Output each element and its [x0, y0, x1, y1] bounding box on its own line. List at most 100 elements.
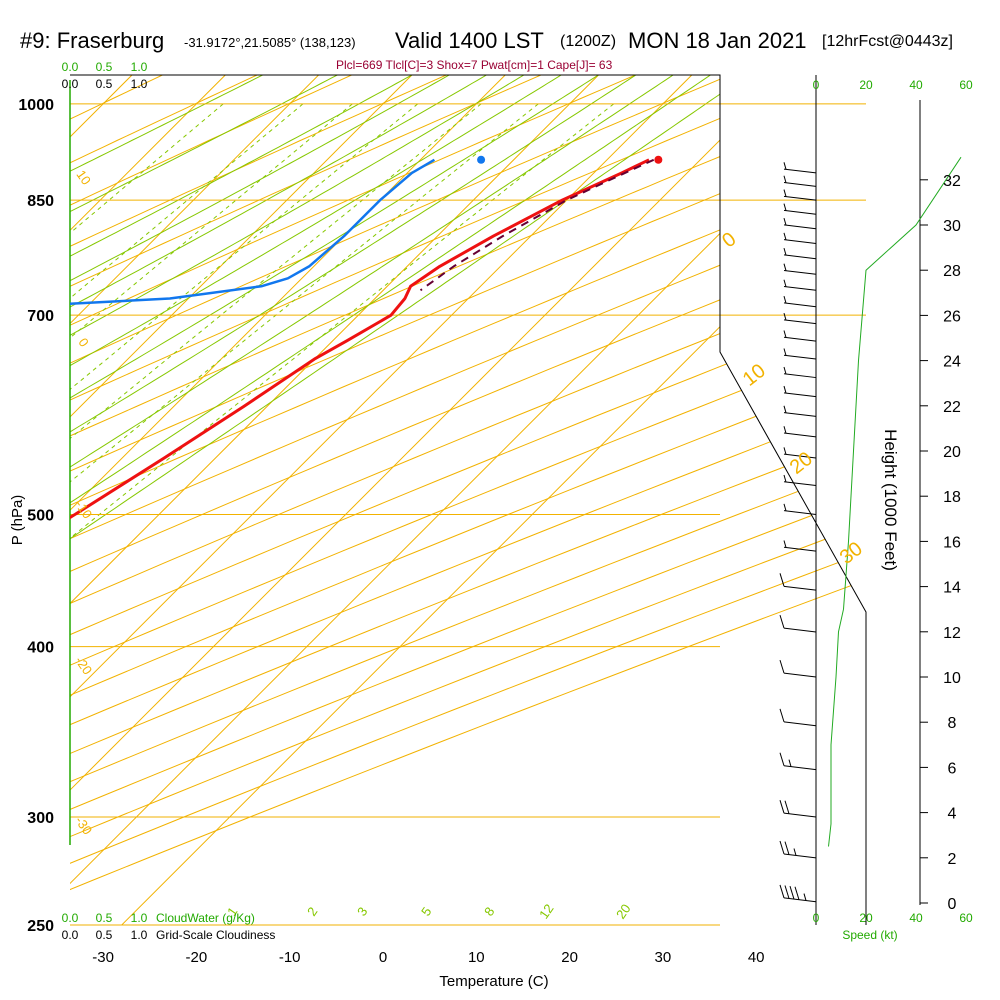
wind-barb-shaft [783, 627, 817, 633]
isotherm-line [70, 75, 866, 925]
height-tick-label: 24 [943, 354, 961, 371]
wind-barb-half [783, 279, 787, 287]
wind-barb-shaft [783, 239, 817, 245]
height-axis-label: Height (1000 Feet) [881, 429, 900, 571]
wind-barb-half [783, 189, 787, 197]
dry-adiabat-line [70, 75, 258, 925]
wind-barb-shaft [783, 269, 817, 275]
dry-adiabat-line [70, 75, 866, 925]
speed-tick-bottom: 60 [959, 911, 973, 925]
wind-barb-shaft [783, 224, 817, 230]
wind-barb [779, 660, 817, 678]
dry-adiabat-line [70, 75, 447, 925]
x-tick-label: -20 [186, 949, 208, 966]
mixing-ratio-label: 20 [613, 901, 634, 921]
dry-adiabat-line [70, 75, 866, 925]
wind-barb-shaft [783, 510, 817, 515]
wind-barb-half [783, 203, 787, 211]
height-tick-label: 0 [948, 896, 957, 913]
wind-barb-full [779, 660, 785, 674]
cloudiness-tick-bottom: 1.0 [131, 928, 148, 942]
wind-barb-full [779, 840, 785, 855]
cloudwater-tick-top: 0.0 [62, 60, 79, 74]
wind-barb [783, 279, 817, 291]
x-tick-label: 10 [468, 949, 485, 966]
wind-barb-half [783, 426, 787, 434]
height-tick-label: 30 [943, 218, 961, 235]
cloudiness-tick-top: 1.0 [131, 77, 148, 91]
wind-barb-shaft [783, 672, 817, 678]
moist-adiabat-line [70, 75, 599, 925]
wind-barb-half [783, 263, 787, 271]
wind-barb-half [783, 296, 787, 304]
pressure-tick-label: 400 [27, 640, 54, 657]
dry-adiabat-label-right: 20 [786, 448, 817, 479]
dry-adiabat-line [70, 75, 866, 925]
cloudwater-tick-top: 1.0 [131, 60, 148, 74]
moist-adiabat-line [70, 75, 413, 925]
mixing-ratio-line [70, 103, 482, 647]
wind-barb [779, 573, 817, 591]
x-tick-label: 30 [655, 949, 672, 966]
pressure-tick-label: 850 [27, 193, 54, 210]
wind-barb-shaft [783, 721, 817, 727]
x-tick-label: 20 [561, 949, 578, 966]
wind-speed-profile [828, 156, 962, 847]
wind-barb-shaft [783, 585, 817, 591]
height-tick-label: 2 [948, 851, 957, 868]
dry-adiabat-line [70, 75, 866, 925]
wind-barb [783, 447, 817, 459]
x-tick-label: -30 [92, 949, 114, 966]
wind-barb-shaft [783, 412, 817, 417]
wind-barb-shaft [783, 285, 817, 291]
wind-barb-shaft [783, 254, 817, 260]
wind-barb-half [803, 893, 807, 901]
parcel-curve [419, 158, 655, 292]
wind-barb [783, 217, 817, 230]
wind-barb-shaft [783, 546, 817, 552]
dry-adiabat-label: 10 [73, 167, 94, 187]
isotherm-line [70, 75, 506, 925]
wind-barb-full [779, 752, 785, 766]
moist-adiabat-line [70, 75, 711, 925]
dry-adiabat-line [70, 75, 542, 925]
plot-frame [70, 74, 867, 925]
cloudiness-tick-top: 0.0 [62, 77, 79, 91]
zulu-time: (1200Z) [560, 33, 617, 50]
dry-adiabat-line [70, 75, 731, 925]
speed-tick-bottom: 40 [909, 911, 923, 925]
wind-barb-half [783, 474, 787, 483]
cloudiness-label: Grid-Scale Cloudiness [156, 928, 275, 942]
wind-barb [783, 263, 817, 275]
height-tick-label: 22 [943, 399, 961, 416]
height-tick-label: 4 [948, 806, 957, 823]
wind-barb [783, 232, 817, 245]
mixing-ratio-line [70, 103, 419, 647]
mixing-ratio-label: 12 [536, 901, 557, 921]
moist-adiabat-line [70, 75, 525, 925]
height-tick-label: 14 [943, 580, 961, 597]
wind-barb-shaft [783, 302, 817, 308]
dry-adiabat-label-right: 30 [836, 538, 867, 569]
dry-adiabat-label: -20 [72, 653, 95, 677]
wind-barb [783, 405, 817, 417]
wind-barb-half [793, 848, 797, 856]
moist-adiabat-line [70, 75, 637, 925]
mixing-ratio-label: 2 [304, 904, 320, 919]
wind-barb-half [783, 312, 787, 321]
station-coords: -31.9172°,21.5085° (138,123) [184, 35, 356, 50]
speed-tick-top: 20 [859, 78, 873, 92]
dry-adiabat-line [70, 75, 866, 925]
wind-barb [783, 296, 817, 308]
isotherm-line [70, 75, 786, 925]
wind-barb-shaft [783, 168, 817, 174]
cloudiness-tick-bottom: 0.0 [62, 928, 79, 942]
wind-barb-half [783, 366, 787, 375]
height-tick-label: 8 [948, 715, 957, 732]
mixing-ratio-label: 5 [418, 904, 434, 919]
dry-adiabat-label: 0 [75, 335, 91, 350]
moist-adiabat-line [70, 75, 562, 925]
wind-barb-shaft [783, 812, 817, 818]
wind-barb [783, 348, 817, 360]
